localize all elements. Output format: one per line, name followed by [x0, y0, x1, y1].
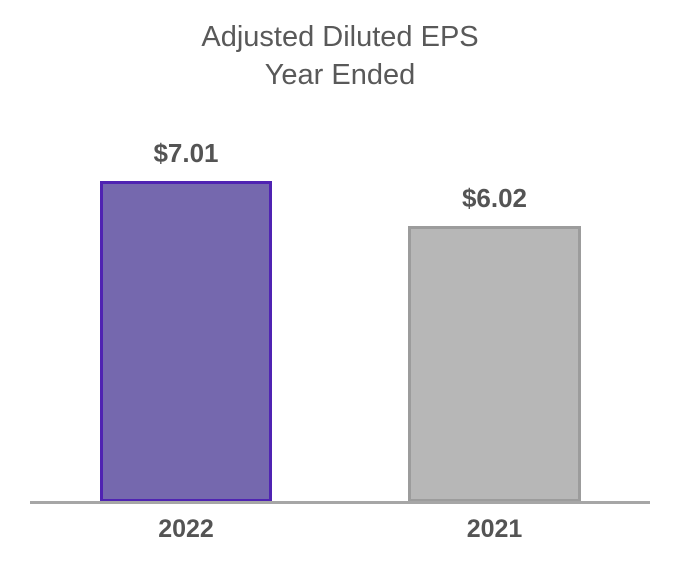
bar-group-2022: $7.01 [100, 138, 272, 502]
bar-value-label-2021: $6.02 [461, 183, 528, 213]
bar-group-2021: $6.02 [408, 183, 581, 502]
chart-title-line-2: Year Ended [264, 59, 416, 91]
bar-2022 [100, 181, 272, 502]
chart-title-line-1: Adjusted Diluted EPS [201, 21, 479, 53]
x-axis-label-2021: 2021 [466, 515, 523, 543]
plot-area: $7.01 $6.02 [100, 138, 581, 502]
bar-value-label-2022: $7.01 [153, 138, 219, 168]
x-axis-line [30, 501, 650, 504]
x-axis-label-2022: 2022 [158, 515, 214, 543]
bar-2021 [408, 226, 581, 502]
chart-title: Adjusted Diluted EPS Year Ended [0, 18, 680, 94]
